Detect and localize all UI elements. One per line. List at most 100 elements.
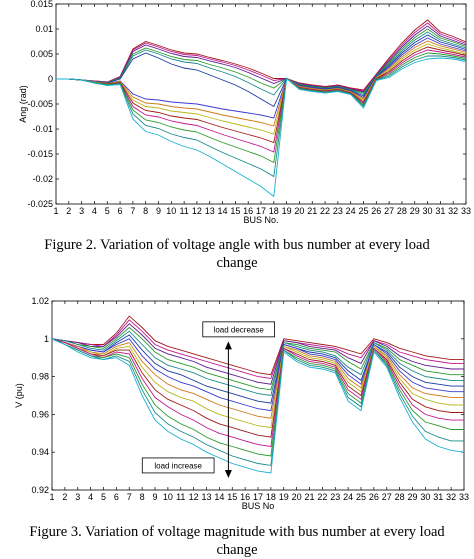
x-tick-label: 28 bbox=[397, 206, 407, 216]
x-tick-label: 20 bbox=[294, 206, 304, 216]
x-tick-label: 24 bbox=[343, 492, 353, 502]
angle-chart: 0.015 0.01 0.005 0 -0.005 -0.01 -0.015 -0.02 -0.… bbox=[18, 0, 471, 225]
x-tick-label: 18 bbox=[269, 206, 279, 216]
y-tick-label: 0 bbox=[48, 74, 53, 84]
annotation-box bbox=[141, 457, 215, 474]
x-tick-label: 5 bbox=[105, 206, 110, 216]
x-tick-label: 24 bbox=[346, 206, 356, 216]
x-tick-label: 15 bbox=[230, 206, 240, 216]
series-line-14 bbox=[56, 57, 467, 198]
x-tick-label: 10 bbox=[166, 206, 176, 216]
y-tick-label: 0.98 bbox=[31, 372, 49, 382]
x-tick-label: 14 bbox=[214, 492, 224, 502]
x-tick-label: 26 bbox=[369, 492, 379, 502]
series-line-8 bbox=[51, 338, 464, 419]
y-tick-label: 1.02 bbox=[31, 296, 49, 306]
x-tick-label: 11 bbox=[179, 206, 188, 216]
series-line-10 bbox=[51, 338, 464, 438]
series-line-4 bbox=[56, 28, 467, 94]
x-tick-label: 22 bbox=[317, 492, 327, 502]
y-tick-label: -0.01 bbox=[32, 124, 53, 134]
x-tick-label: 2 bbox=[66, 206, 71, 216]
series-line-13 bbox=[51, 338, 464, 466]
x-tick-label: 20 bbox=[292, 492, 302, 502]
series-line-9 bbox=[51, 338, 464, 429]
x-axis-title: BUS No bbox=[242, 501, 275, 511]
series-line-3 bbox=[56, 25, 467, 93]
series-line-6 bbox=[51, 334, 464, 404]
annotation-box bbox=[202, 321, 275, 338]
figure3-caption-line2: change bbox=[216, 542, 258, 558]
x-tick-label: 27 bbox=[384, 206, 394, 216]
y-axis-title: Ang (rad) bbox=[18, 85, 28, 123]
figure3-caption-line1: Figure 3. Variation of voltage magnitude… bbox=[29, 524, 445, 540]
x-tick-label: 12 bbox=[189, 492, 199, 502]
x-tick-label: 6 bbox=[118, 206, 123, 216]
y-tick-label: 0.92 bbox=[31, 485, 49, 495]
x-tick-label: 7 bbox=[127, 492, 132, 502]
x-tick-label: 1 bbox=[49, 492, 54, 502]
y-tick-label: -0.005 bbox=[27, 99, 53, 109]
x-tick-label: 4 bbox=[92, 206, 97, 216]
series-line-14 bbox=[51, 338, 465, 474]
x-tick-label: 14 bbox=[218, 206, 228, 216]
x-tick-label: 12 bbox=[192, 206, 202, 216]
series-line-5 bbox=[56, 31, 467, 96]
series-line-6 bbox=[56, 34, 467, 108]
x-tick-label: 5 bbox=[101, 492, 106, 502]
arrow-head-up bbox=[224, 341, 232, 350]
x-tick-label: 17 bbox=[253, 492, 263, 502]
series-line-4 bbox=[51, 326, 464, 391]
x-tick-label: 9 bbox=[152, 492, 157, 502]
x-tick-label: 19 bbox=[279, 492, 289, 502]
x-tick-label: 8 bbox=[140, 492, 145, 502]
x-tick-label: 1 bbox=[53, 206, 58, 216]
x-tick-label: 21 bbox=[307, 206, 317, 216]
x-tick-label: 22 bbox=[320, 206, 330, 216]
x-tick-label: 13 bbox=[201, 492, 211, 502]
annotation-label: load increase bbox=[154, 461, 202, 470]
y-tick-label: -0.02 bbox=[32, 174, 53, 184]
x-tick-label: 15 bbox=[227, 492, 237, 502]
x-tick-label: 9 bbox=[156, 206, 161, 216]
series-line-2 bbox=[51, 319, 464, 379]
x-tick-label: 17 bbox=[256, 206, 266, 216]
x-tick-label: 7 bbox=[130, 206, 135, 216]
series-line-1 bbox=[51, 315, 464, 376]
x-tick-label: 10 bbox=[163, 492, 173, 502]
x-tick-label: 30 bbox=[423, 206, 433, 216]
x-tick-label: 27 bbox=[382, 492, 392, 502]
series-line-9 bbox=[56, 43, 467, 135]
series-line-5 bbox=[51, 330, 464, 397]
x-tick-label: 33 bbox=[459, 492, 469, 502]
x-tick-label: 25 bbox=[358, 206, 368, 216]
x-tick-label: 13 bbox=[205, 206, 215, 216]
x-tick-label: 26 bbox=[371, 206, 381, 216]
x-tick-label: 29 bbox=[407, 492, 417, 502]
y-tick-label: 0.015 bbox=[30, 0, 53, 9]
x-tick-label: 16 bbox=[243, 206, 253, 216]
arrow-head-down bbox=[224, 469, 232, 478]
x-tick-label: 8 bbox=[143, 206, 148, 216]
x-tick-label: 18 bbox=[266, 492, 276, 502]
x-tick-label: 29 bbox=[410, 206, 420, 216]
series-line-11 bbox=[56, 49, 467, 153]
x-tick-label: 19 bbox=[282, 206, 292, 216]
series-line-7 bbox=[51, 338, 464, 412]
x-tick-label: 32 bbox=[448, 206, 458, 216]
x-tick-label: 6 bbox=[114, 492, 119, 502]
y-tick-label: 1 bbox=[44, 334, 49, 344]
figure2-caption: Figure 2. Variation of voltage angle wit… bbox=[0, 236, 474, 272]
series-line-7 bbox=[56, 37, 467, 119]
plot-area bbox=[55, 3, 467, 205]
x-axis-title: BUS No. bbox=[243, 215, 278, 225]
x-tick-label: 2 bbox=[62, 492, 67, 502]
x-tick-label: 31 bbox=[435, 206, 445, 216]
x-tick-label: 30 bbox=[420, 492, 430, 502]
x-tick-label: 11 bbox=[176, 492, 185, 502]
y-tick-label: 0.96 bbox=[31, 409, 49, 419]
y-axis-title: V (pu) bbox=[14, 383, 24, 408]
x-tick-label: 3 bbox=[75, 492, 80, 502]
series-line-8 bbox=[56, 40, 467, 127]
y-tick-label: 0.01 bbox=[35, 24, 53, 34]
